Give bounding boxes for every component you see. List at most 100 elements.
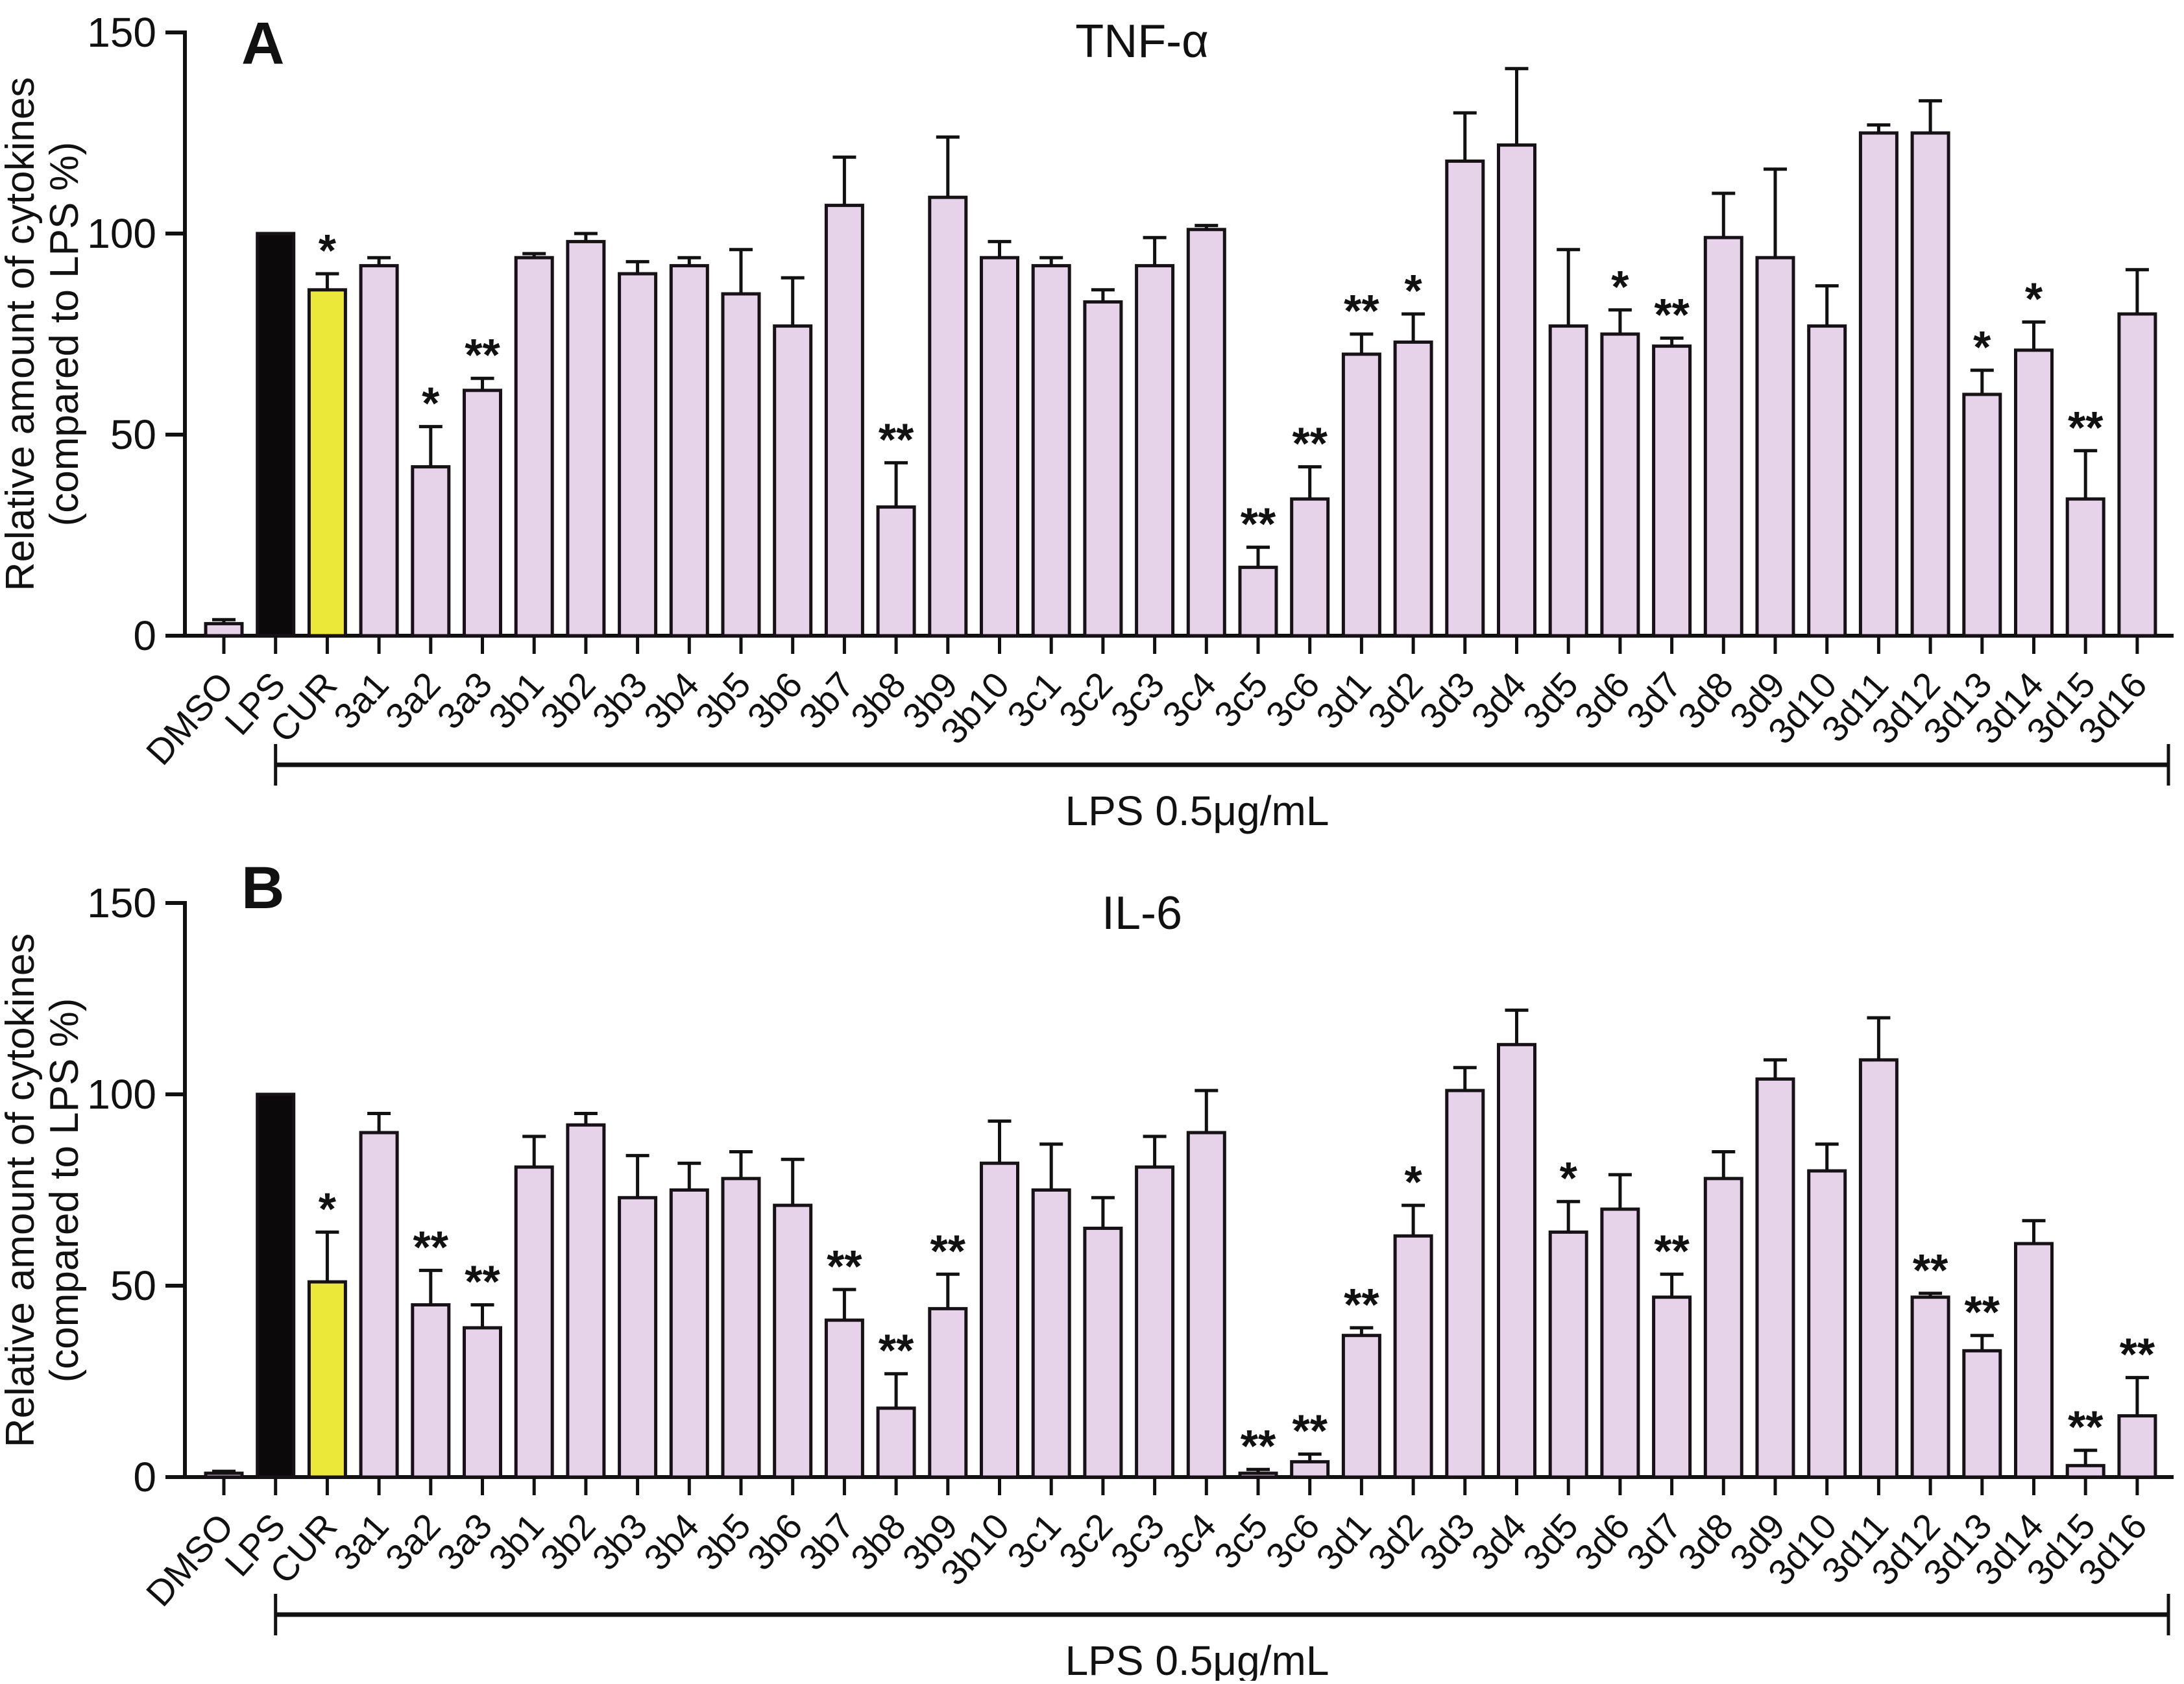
bar-3d12 [1910, 131, 1950, 638]
significance-CUR: * [319, 1183, 337, 1234]
bar-3c6 [1290, 1460, 1330, 1479]
y-tick-label: 50 [110, 1262, 156, 1309]
bar-3b3 [618, 272, 658, 638]
bar-3a1 [359, 264, 399, 638]
significance-3d1: ** [1344, 1279, 1379, 1330]
panel-b-bracket-label: LPS 0.5μg/mL [1065, 1637, 1329, 1681]
significance-3d12: ** [1913, 1245, 1948, 1295]
bar-3b3 [618, 1196, 658, 1479]
bar-3b1 [514, 1165, 554, 1479]
bar-3b5 [721, 292, 761, 638]
significance-3c6: ** [1292, 1406, 1328, 1456]
significance-3d13: ** [1965, 1287, 2000, 1338]
bar-3d3 [1445, 1089, 1485, 1479]
bar-3c6 [1290, 497, 1330, 638]
bar-3b9 [928, 1306, 968, 1479]
bar-3b1 [514, 256, 554, 638]
bar-3b5 [721, 1177, 761, 1479]
bar-3b4 [669, 1188, 709, 1479]
significance-3d15: ** [2068, 1402, 2104, 1452]
significance-3d6: * [1611, 261, 1629, 312]
significance-CUR: * [319, 225, 337, 276]
bar-3b10 [980, 1161, 1019, 1479]
bar-3c5 [1238, 1471, 1278, 1479]
panel-b-y-axis-label-line1: Relative amount of cytokines [0, 933, 43, 1448]
bar-3b6 [773, 324, 813, 638]
significance-3d5: * [1560, 1153, 1578, 1203]
significance-3d7: ** [1654, 289, 1690, 340]
bar-3d9 [1755, 256, 1795, 638]
bar-3d2 [1393, 340, 1433, 638]
y-tick-label: 100 [87, 1071, 156, 1118]
bar-3d4 [1497, 1042, 1536, 1479]
bar-3d10 [1807, 1169, 1847, 1479]
bar-3d3 [1445, 159, 1485, 638]
bar-3b2 [566, 1123, 606, 1479]
y-tick-label: 50 [110, 411, 156, 458]
significance-3b8: ** [879, 1325, 914, 1376]
bar-3d12 [1910, 1295, 1950, 1479]
significance-3a2: * [422, 378, 440, 429]
bar-3a3 [463, 389, 502, 638]
bar-CUR [307, 1280, 347, 1479]
bar-3c2 [1083, 1227, 1123, 1479]
significance-3b8: ** [879, 414, 914, 464]
y-tick-label: 0 [133, 1454, 156, 1500]
panel-a-title: TNF-α [1075, 16, 1209, 67]
bar-3d15 [2065, 497, 2105, 638]
bar-3a2 [411, 465, 451, 638]
bar-3d14 [2014, 1242, 2054, 1479]
bar-3d8 [1703, 1177, 1743, 1479]
bar-3a1 [359, 1131, 399, 1479]
bar-3d1 [1341, 1334, 1381, 1479]
significance-3d16: ** [2120, 1329, 2155, 1380]
bar-3d2 [1393, 1234, 1433, 1479]
bar-3d7 [1652, 1295, 1692, 1479]
panel-b-letter: B [241, 855, 284, 921]
significance-3d14: * [2025, 273, 2043, 324]
bar-3d6 [1600, 1207, 1640, 1479]
significance-3c5: ** [1241, 499, 1276, 549]
panel-b-title: IL-6 [1102, 887, 1182, 939]
bar-3d9 [1755, 1077, 1795, 1479]
bar-3b6 [773, 1203, 813, 1479]
bar-3d10 [1807, 324, 1847, 638]
bar-3b7 [824, 1318, 864, 1479]
significance-3c6: ** [1292, 418, 1328, 469]
panel-b-y-axis-label-line2: (compared to LPS %) [42, 998, 87, 1383]
bar-3d11 [1858, 131, 1899, 638]
bar-3c1 [1031, 1188, 1071, 1479]
panel-a-y-axis-label-line2: (compared to LPS %) [42, 142, 87, 527]
bar-3d16 [2117, 312, 2157, 638]
bar-3c3 [1135, 264, 1175, 638]
significance-3d7: ** [1654, 1225, 1690, 1276]
significance-3b9: ** [930, 1225, 966, 1276]
bar-LPS [256, 232, 296, 638]
significance-3d13: * [1973, 322, 1991, 372]
significance-3a2: ** [413, 1221, 449, 1272]
bar-3c2 [1083, 300, 1123, 638]
significance-3b7: ** [827, 1241, 862, 1292]
bar-3c4 [1186, 228, 1226, 638]
bar-3b8 [876, 1406, 916, 1479]
bar-3a2 [411, 1303, 451, 1479]
bar-LPS [256, 1092, 296, 1479]
bar-3c1 [1031, 264, 1071, 638]
y-tick-label: 150 [87, 9, 156, 56]
bar-3b9 [928, 195, 968, 638]
bar-3c4 [1186, 1131, 1226, 1479]
bar-3d16 [2117, 1414, 2157, 1479]
significance-3c5: ** [1241, 1421, 1276, 1471]
significance-3a3: ** [465, 1257, 500, 1307]
significance-3d15: ** [2068, 402, 2104, 453]
panel-a-letter: A [241, 10, 284, 77]
panel-b-plot: 050100150DMSOLPS*CUR3a1**3a2**3a33b13b23… [87, 880, 2174, 1635]
bar-3b8 [876, 505, 916, 638]
panel-a-bracket-label: LPS 0.5μg/mL [1065, 788, 1329, 834]
y-tick-label: 100 [87, 210, 156, 257]
bar-DMSO [204, 1471, 244, 1479]
bar-3d6 [1600, 332, 1640, 638]
bar-3d1 [1341, 352, 1381, 638]
panel-a-plot: 050100150DMSOLPS*CUR3a1*3a2**3a33b13b23b… [87, 9, 2174, 786]
